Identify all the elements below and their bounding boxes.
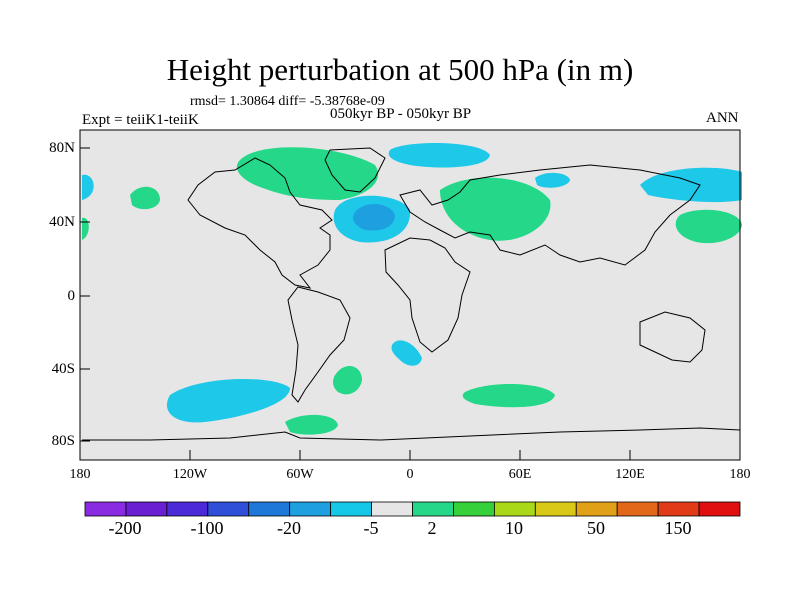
- lon-label-0: 0: [406, 467, 414, 482]
- lon-label-180w: 180: [69, 467, 91, 482]
- colorbar-swatch: [698, 501, 741, 517]
- positive-anomalies: [82, 147, 742, 435]
- anomaly-arctic-negative: [388, 143, 490, 168]
- colorbar: [84, 501, 741, 517]
- colorbar-swatch: [330, 501, 372, 517]
- anomaly-dateline-negative: [82, 174, 94, 200]
- anomaly-satlantic-positive: [333, 365, 362, 395]
- coast-south-america: [287, 286, 351, 403]
- coast-north-america: [187, 157, 333, 289]
- stats-line: rmsd= 1.30864 diff= -5.38768e-09: [190, 94, 385, 109]
- period-line: 050kyr BP - 050kyr BP: [330, 106, 472, 122]
- colorbar-swatch: [657, 501, 700, 517]
- lat-label-0: 0: [67, 288, 76, 304]
- colorbar-label: -200: [108, 518, 142, 538]
- anomaly-npacific-negative: [640, 167, 742, 203]
- coast-eurasia: [399, 164, 701, 266]
- lat-label-40n: 40N: [49, 214, 75, 230]
- colorbar-swatch: [575, 501, 618, 517]
- colorbar-label: -20: [277, 518, 301, 538]
- anomaly-europe-positive: [440, 177, 551, 241]
- colorbar-swatch: [616, 501, 659, 517]
- anomaly-spacific-negative: [166, 378, 290, 423]
- colorbar-label: 10: [505, 518, 523, 538]
- lon-label-60e: 60E: [508, 467, 532, 482]
- colorbar-label: -5: [363, 518, 379, 538]
- anomaly-satlantic-negative: [391, 340, 422, 366]
- lat-label-80s: 80S: [51, 433, 75, 449]
- colorbar-swatch: [534, 501, 577, 517]
- lon-label-120e: 120E: [615, 467, 645, 482]
- colorbar-swatch: [371, 501, 413, 517]
- colorbar-swatch: [453, 501, 495, 517]
- colorbar-swatch: [289, 501, 332, 517]
- lon-label-120w: 120W: [172, 467, 208, 482]
- colorbar-label: 150: [664, 518, 692, 538]
- anomaly-npacific-positive: [675, 209, 742, 244]
- colorbar-swatch: [493, 501, 536, 517]
- anomaly-sindian-positive: [462, 384, 555, 408]
- coast-antarctica: [82, 427, 741, 441]
- coastlines: [82, 147, 741, 441]
- lon-label-60w: 60W: [286, 467, 314, 482]
- anomaly-nepacific-positive: [130, 186, 160, 210]
- colorbar-swatch: [412, 501, 454, 517]
- colorbar-swatch: [166, 501, 209, 517]
- colorbar-label: 2: [427, 518, 437, 538]
- experiment-line: Expt = teiiK1-teiiK: [82, 112, 199, 128]
- anomaly-atlantic-north-positive: [82, 217, 89, 240]
- colorbar-swatch: [84, 501, 127, 517]
- season-label: ANN: [706, 110, 739, 126]
- anomaly-drake-positive: [285, 414, 338, 435]
- map-title: Height perturbation at 500 hPa (in m): [166, 52, 634, 87]
- lat-label-40s: 40S: [51, 361, 75, 377]
- colorbar-label: 50: [587, 518, 605, 538]
- coast-australia: [639, 311, 706, 363]
- anomaly-natlantic-core: [353, 204, 395, 231]
- lat-ticks: [80, 147, 90, 442]
- lon-ticks: [79, 450, 741, 460]
- lon-label-180e: 180: [729, 467, 751, 482]
- colorbar-swatch: [125, 501, 168, 517]
- lat-label-80n: 80N: [49, 140, 75, 156]
- anomaly-siberia-negative: [535, 172, 570, 188]
- colorbar-label: -100: [190, 518, 224, 538]
- coast-africa: [384, 237, 471, 353]
- colorbar-swatch: [248, 501, 291, 517]
- negative-anomalies: [82, 143, 742, 423]
- map-panel: [79, 129, 742, 461]
- colorbar-swatch: [207, 501, 250, 517]
- coast-greenland: [324, 147, 386, 193]
